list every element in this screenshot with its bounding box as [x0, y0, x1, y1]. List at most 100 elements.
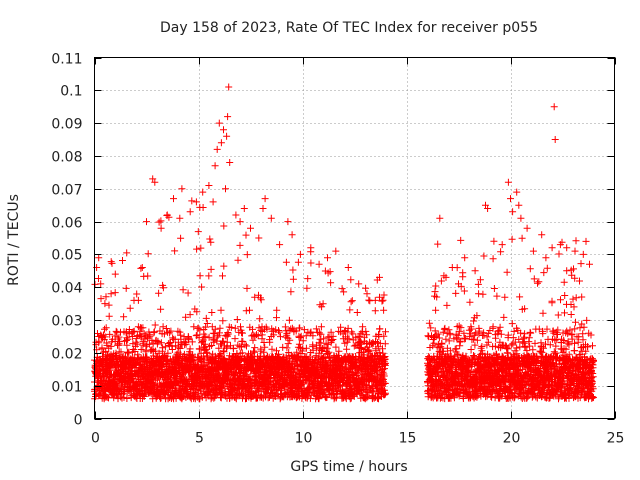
data-point [151, 321, 159, 329]
data-point [194, 324, 202, 332]
data-point [112, 327, 120, 335]
data-point [196, 345, 204, 353]
data-point [212, 391, 220, 399]
data-point [231, 335, 239, 343]
data-point [376, 325, 384, 333]
data-point [223, 338, 231, 346]
data-point [139, 339, 147, 347]
data-point [119, 257, 126, 264]
data-point [216, 324, 224, 332]
data-point [534, 279, 541, 287]
data-point [202, 314, 210, 322]
data-point [150, 328, 158, 336]
data-point [112, 349, 120, 357]
data-point [140, 390, 148, 398]
data-point [480, 252, 488, 260]
data-point [518, 234, 526, 242]
data-point [490, 285, 498, 292]
data-point [431, 327, 439, 335]
data-point [303, 284, 311, 292]
data-point [103, 341, 111, 349]
data-point [168, 346, 176, 353]
data-point [207, 265, 215, 273]
data-point [105, 301, 113, 309]
data-point [289, 275, 297, 283]
data-point [203, 320, 211, 327]
data-point [359, 323, 367, 331]
data-point [205, 272, 213, 280]
data-point [145, 340, 153, 348]
data-point [475, 290, 483, 298]
data-point [117, 348, 125, 356]
data-point [134, 351, 142, 359]
data-point [210, 330, 218, 338]
data-point [137, 264, 145, 272]
data-point [164, 349, 172, 357]
data-point [207, 238, 215, 246]
data-point [140, 330, 148, 338]
data-point [273, 306, 281, 314]
data-point [157, 217, 165, 225]
data-point [315, 329, 323, 337]
data-point [124, 335, 132, 343]
data-point [115, 333, 123, 341]
data-point [347, 298, 355, 306]
data-point [466, 298, 474, 306]
data-point [157, 305, 165, 313]
data-point [199, 204, 207, 211]
data-point [459, 269, 467, 277]
data-point [543, 264, 551, 272]
data-point [122, 284, 130, 292]
data-point [427, 324, 435, 332]
data-point [123, 395, 131, 402]
data-point [452, 289, 460, 297]
data-point [137, 346, 145, 353]
data-point [287, 288, 295, 296]
data-point [182, 340, 190, 348]
data-point [98, 345, 106, 353]
data-point [220, 222, 228, 230]
data-point [137, 361, 145, 369]
data-point [161, 343, 169, 351]
data-point [185, 336, 193, 344]
data-point [242, 231, 250, 239]
data-point [107, 342, 115, 350]
data-point [170, 357, 178, 365]
data-point [105, 312, 113, 320]
data-point [521, 330, 529, 338]
data-point [197, 349, 205, 357]
data-point [155, 218, 163, 226]
data-point [144, 272, 152, 280]
data-point [380, 332, 388, 340]
data-point [307, 259, 315, 267]
data-point [193, 308, 201, 316]
data-point [540, 269, 548, 277]
data-point [208, 309, 216, 316]
data-point [382, 328, 389, 336]
data-point [243, 251, 251, 259]
data-point [500, 313, 508, 321]
data-point [478, 343, 486, 350]
data-point [446, 331, 454, 339]
data-point [211, 325, 219, 333]
data-point [215, 344, 223, 352]
data-point [151, 347, 159, 355]
data-point [123, 249, 131, 257]
data-point [152, 336, 160, 344]
data-point [483, 333, 491, 341]
data-point [107, 258, 115, 266]
data-point [166, 339, 174, 346]
data-point [332, 343, 340, 351]
data-point [143, 354, 151, 362]
data-point [527, 329, 535, 337]
data-point [167, 327, 175, 335]
data-point [457, 236, 465, 244]
data-point [162, 325, 170, 332]
data-point [379, 296, 387, 304]
data-point [365, 296, 373, 304]
data-point [160, 330, 168, 338]
data-point [186, 311, 194, 319]
data-point [283, 344, 291, 352]
data-point [340, 288, 348, 296]
data-point [219, 337, 227, 345]
